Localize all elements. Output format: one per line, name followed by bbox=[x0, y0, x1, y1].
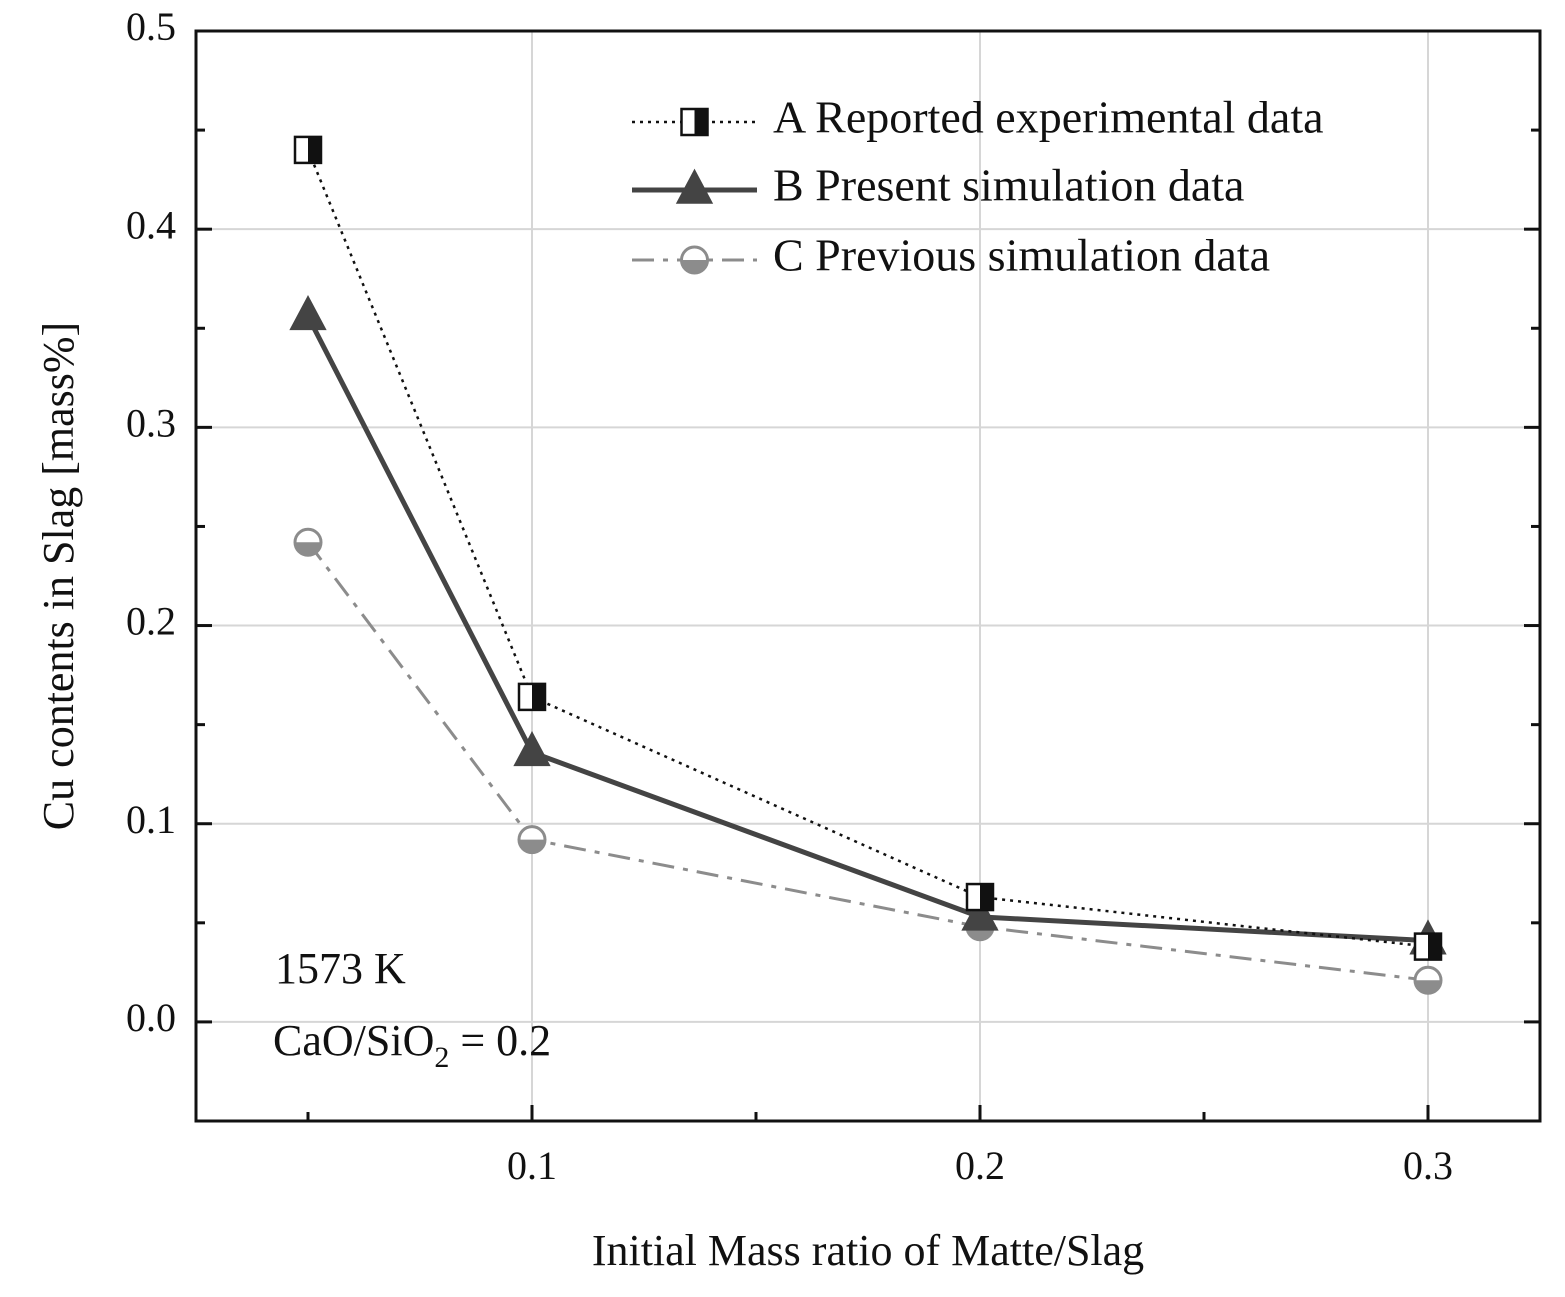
data-point-a bbox=[1413, 932, 1443, 961]
legend-label: A Reported experimental data bbox=[773, 92, 1324, 143]
data-point-a bbox=[517, 682, 547, 712]
marker-square-fill bbox=[980, 884, 993, 911]
y-tick-label: 0.2 bbox=[126, 599, 176, 644]
plot-frame bbox=[194, 29, 1542, 1123]
legend-marker bbox=[675, 168, 714, 204]
data-point-c bbox=[517, 825, 547, 855]
y-tick-label: 0.1 bbox=[126, 797, 176, 842]
tick-labels: 0.0 0.1 0.2 0.3 0.4 0.5 0.1 0.2 0.3 bbox=[126, 4, 1453, 1188]
marker-circle-fill bbox=[681, 260, 708, 273]
marker-square-fill bbox=[308, 136, 321, 163]
marker-square-fill bbox=[1428, 933, 1441, 960]
data-point-c bbox=[293, 527, 323, 557]
x-tick-label: 0.1 bbox=[507, 1143, 557, 1188]
y-tick-label: 0.5 bbox=[126, 4, 176, 49]
legend-label: C Previous simulation data bbox=[773, 230, 1270, 281]
annotation-ratio-suffix: = 0.2 bbox=[449, 1016, 551, 1065]
legend-label: B Present simulation data bbox=[773, 160, 1244, 211]
marker-square-fill bbox=[532, 683, 545, 710]
legend: A Reported experimental data B Present si… bbox=[632, 92, 1324, 281]
data-point-b bbox=[289, 295, 327, 331]
y-tick-label: 0.3 bbox=[126, 401, 176, 446]
legend-marker bbox=[680, 107, 709, 137]
legend-marker bbox=[680, 245, 709, 275]
marker-circle-fill bbox=[295, 542, 321, 556]
series-markers bbox=[289, 135, 1447, 995]
x-tick-label: 0.2 bbox=[955, 1143, 1005, 1188]
annotation-ratio-subscript: 2 bbox=[434, 1041, 449, 1074]
x-tick-label: 0.3 bbox=[1403, 1143, 1453, 1188]
annotation-temperature: 1573 K bbox=[275, 944, 406, 993]
marker-circle-fill bbox=[1415, 980, 1441, 994]
y-tick-label: 0.0 bbox=[126, 995, 176, 1040]
series-lines bbox=[305, 149, 1429, 982]
series-line-c bbox=[306, 541, 1429, 982]
x-axis-title: Initial Mass ratio of Matte/Slag bbox=[592, 1226, 1144, 1275]
axis-ticks bbox=[196, 29, 1540, 1123]
data-point-a bbox=[965, 882, 995, 912]
annotation-ratio-prefix: CaO/SiO bbox=[273, 1016, 434, 1065]
annotation-ratio: CaO/SiO2 = 0.2 bbox=[273, 1016, 551, 1074]
y-axis-title: Cu contents in Slag [mass%] bbox=[34, 322, 83, 830]
data-point-b bbox=[961, 895, 999, 931]
marker-square-fill bbox=[694, 109, 708, 135]
y-tick-label: 0.4 bbox=[126, 202, 176, 247]
data-point-b bbox=[513, 731, 551, 767]
series-line-b bbox=[305, 315, 1429, 944]
marker-circle-fill bbox=[519, 839, 545, 853]
data-point-c bbox=[1413, 965, 1443, 995]
data-point-a bbox=[293, 135, 323, 165]
